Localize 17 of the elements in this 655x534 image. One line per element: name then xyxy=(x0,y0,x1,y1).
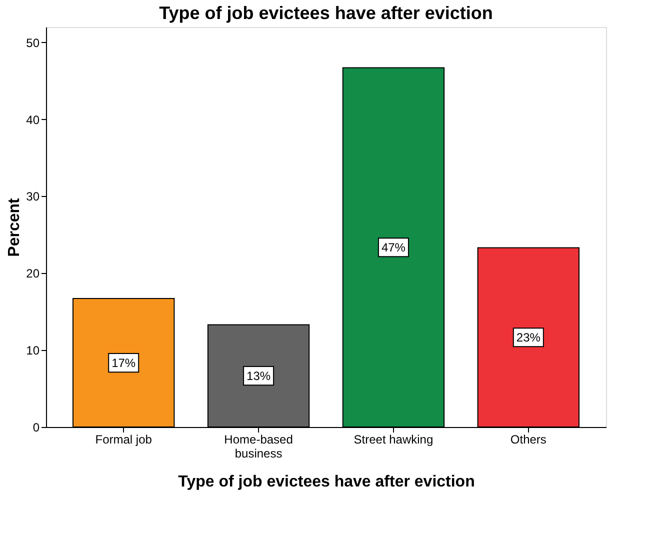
x-tick-label: Home-based business xyxy=(224,432,293,460)
data-label: 47% xyxy=(381,240,406,254)
y-tick-label: 40 xyxy=(26,112,40,127)
data-label: 17% xyxy=(112,356,136,370)
y-tick-label: 10 xyxy=(26,344,40,358)
y-tick-label: 0 xyxy=(32,420,40,434)
y-axis-title: Percent xyxy=(6,197,24,257)
y-tick-label: 20 xyxy=(26,266,40,281)
y-tick-label: 30 xyxy=(26,190,40,204)
y-tick-label: 50 xyxy=(26,36,40,50)
data-label: 13% xyxy=(246,368,271,383)
x-axis-title: Type of job evictees have after eviction xyxy=(178,474,475,490)
x-tick-label: Street hawking xyxy=(354,432,434,446)
chart-title: Type of job evictees have after eviction xyxy=(159,3,493,23)
x-tick-label: Formal job xyxy=(95,432,152,446)
data-label: 23% xyxy=(516,330,541,344)
x-tick-label: Others xyxy=(510,432,546,446)
